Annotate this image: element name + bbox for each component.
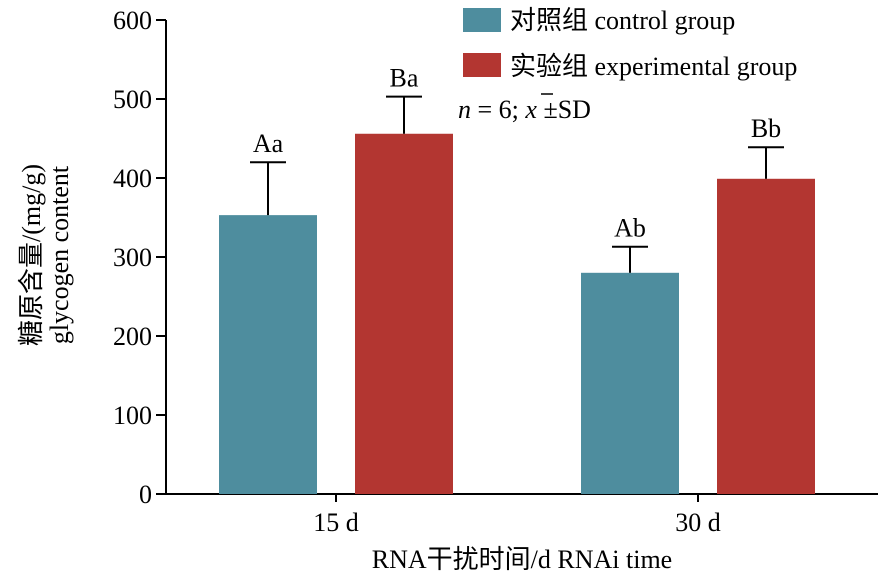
legend-swatch-control <box>463 8 501 32</box>
y-tick-label: 600 <box>113 6 152 35</box>
legend-swatch-experimental <box>463 53 501 77</box>
x-tick-label: 15 d <box>313 508 359 537</box>
significance-label: Aa <box>253 129 284 158</box>
bar <box>219 215 317 494</box>
y-axis-label: 糖原含量/(mg/g) glycogen content <box>17 164 74 346</box>
note-rest: = 6; <box>471 95 525 124</box>
significance-label: Ab <box>614 214 646 243</box>
x-axis-label: RNA干扰时间/d RNAi time <box>372 545 672 574</box>
legend: 对照组 control group 实验组 experimental group… <box>458 6 797 124</box>
note-xbar: x <box>524 95 537 124</box>
y-tick-label: 500 <box>113 85 152 114</box>
y-axis-label-line-2: glycogen content <box>45 165 74 344</box>
legend-label-control: 对照组 control group <box>510 6 735 35</box>
bar <box>717 178 815 495</box>
x-ticks: 15 d 30 d <box>313 494 721 537</box>
y-ticks: 0 100 200 300 400 500 600 <box>113 6 166 509</box>
y-tick-label: 400 <box>113 164 152 193</box>
bar <box>581 272 679 494</box>
bar <box>355 133 453 494</box>
x-tick-label: 30 d <box>675 508 721 537</box>
note-tail: ±SD <box>537 95 591 124</box>
legend-label-experimental: 实验组 experimental group <box>510 52 797 81</box>
y-tick-label: 0 <box>139 480 152 509</box>
y-tick-label: 300 <box>113 243 152 272</box>
y-tick-label: 100 <box>113 401 152 430</box>
significance-label: Ba <box>390 64 419 93</box>
bars: Aa Ba Ab Bb <box>219 64 815 495</box>
stats-note: n = 6; x ±SD <box>458 95 591 124</box>
y-tick-label: 200 <box>113 322 152 351</box>
y-axis-label-line-1: 糖原含量/(mg/g) <box>17 164 46 346</box>
significance-label: Bb <box>751 114 781 143</box>
note-n: n <box>458 95 471 124</box>
